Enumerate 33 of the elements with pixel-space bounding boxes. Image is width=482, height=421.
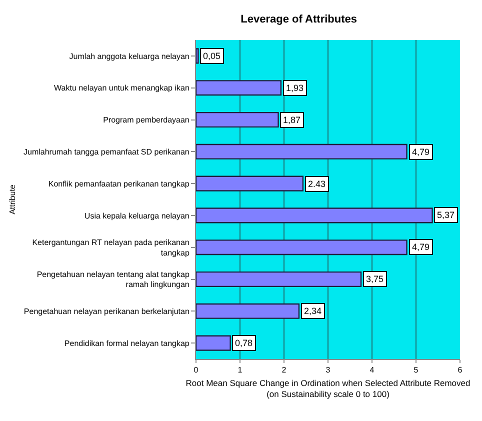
x-tick-label: 1 — [238, 366, 243, 375]
data-label: 0,05 — [203, 51, 221, 61]
y-tick-label: Ketergantungan RT nelayan pada perikanan tangkap — [32, 238, 190, 258]
x-axis-title: Root Mean Square Change in Ordination when Selected Attribute Removed (on Sustainability scale 0 to 100) — [186, 378, 470, 400]
x-tick-label: 0 — [194, 366, 199, 375]
y-tick-label: Pengetahuan nelayan perikanan berkelanjutan — [24, 306, 190, 316]
y-tick-label: Pengetahuan nelayan tentang alat tangkap ramah lingkungan — [36, 270, 190, 290]
data-label: 3,75 — [366, 274, 384, 284]
bar — [196, 48, 199, 64]
y-tick-label: Jumlah anggota keluarga nelayan — [69, 52, 190, 61]
x-tick-label: 3 — [326, 366, 331, 375]
bar — [196, 144, 408, 160]
data-label: 1,87 — [283, 115, 301, 125]
data-label: 5,37 — [437, 210, 455, 220]
data-label: 4,79 — [412, 147, 430, 157]
chart-title: Leverage of Attributes — [240, 13, 358, 26]
data-label: 0,78 — [235, 338, 253, 348]
y-tick-label: Usia kepala keluarga nelayan — [84, 211, 190, 220]
y-axis-title: Attribute — [8, 184, 18, 214]
bar — [196, 240, 408, 256]
data-label: 4,79 — [412, 242, 430, 252]
data-label: 2,34 — [304, 306, 322, 316]
x-tick-label: 4 — [370, 366, 375, 375]
y-tick-label: Program pemberdayaan — [103, 116, 190, 125]
data-label: 2.43 — [308, 179, 326, 189]
data-label: 1,93 — [286, 83, 304, 93]
y-tick-label: Jumlahrumah tangga pemanfaat SD perikanan — [24, 147, 190, 156]
y-tick-label: Konflik pemanfaatan perikanan tangkap — [48, 179, 190, 188]
y-tick-label: Waktu nelayan untuk menangkap ikan — [54, 84, 190, 93]
x-tick-label: 6 — [458, 366, 463, 375]
x-tick-label: 2 — [282, 366, 287, 375]
y-tick-label: Pendidikan formal nelayan tangkap — [64, 338, 190, 348]
x-tick-label: 5 — [414, 366, 419, 375]
